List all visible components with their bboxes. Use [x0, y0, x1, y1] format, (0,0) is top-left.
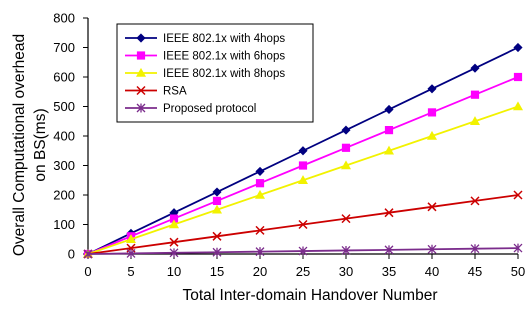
- y-axis-title-line-2: on BS(ms): [32, 108, 49, 181]
- data-point: [427, 244, 437, 254]
- data-point: [470, 90, 480, 99]
- data-point: [255, 179, 265, 188]
- y-tick-label: 100: [53, 217, 75, 232]
- data-point: [298, 161, 308, 170]
- data-point: [384, 126, 394, 135]
- x-tick-label: 15: [210, 264, 224, 279]
- data-point: [513, 42, 523, 53]
- data-point: [513, 243, 523, 253]
- data-point: [298, 146, 308, 156]
- x-tick-label: 40: [425, 264, 439, 279]
- data-point: [297, 175, 309, 185]
- legend-entry: IEEE 802.1x with 8hops: [125, 67, 285, 80]
- data-point: [168, 219, 180, 229]
- series-layer: [82, 42, 524, 259]
- x-tick-label: 25: [296, 264, 310, 279]
- data-point: [470, 244, 480, 254]
- legend-entry: RSA: [125, 86, 187, 98]
- x-axis-title: Total Inter-domain Handover Number: [182, 287, 437, 304]
- data-point: [255, 225, 265, 235]
- legend: IEEE 802.1x with 4hops IEEE 802.1x with 6…: [116, 23, 314, 123]
- legend-swatch-marker: [136, 33, 146, 43]
- data-point: [384, 208, 394, 218]
- data-point: [383, 145, 395, 155]
- data-point: [212, 247, 222, 257]
- y-tick-label: 700: [53, 40, 75, 55]
- y-tick-label: 800: [53, 11, 75, 26]
- data-point: [513, 72, 523, 82]
- legend-entry: Proposed protocol: [125, 103, 256, 115]
- y-tick-label: 200: [53, 188, 75, 203]
- data-point: [341, 125, 351, 135]
- y-tick-label: 0: [68, 247, 75, 262]
- x-tick-label: 35: [382, 264, 396, 279]
- data-point: [470, 63, 480, 73]
- legend-label: IEEE 802.1x with 6hops: [163, 51, 285, 63]
- legend-swatch-marker: [136, 85, 146, 96]
- data-point: [341, 245, 351, 255]
- data-point: [298, 219, 308, 230]
- data-point: [83, 249, 93, 259]
- legend-swatch-marker: [135, 67, 147, 77]
- data-point: [427, 202, 437, 212]
- data-point: [212, 196, 222, 206]
- x-tick-label: 0: [84, 264, 91, 279]
- series-4: [83, 190, 523, 259]
- data-point: [126, 248, 136, 258]
- data-point: [512, 101, 524, 111]
- y-tick-label: 500: [53, 99, 75, 114]
- legend-label: IEEE 802.1x with 4hops: [163, 33, 285, 45]
- legend-label: RSA: [163, 86, 187, 98]
- x-tick-label: 5: [127, 264, 134, 279]
- data-point: [426, 130, 438, 140]
- legend-swatch-marker: [136, 51, 146, 60]
- data-point: [254, 189, 266, 199]
- x-tick-label: 50: [511, 264, 525, 279]
- data-point: [470, 196, 480, 206]
- data-point: [298, 246, 308, 256]
- data-point: [125, 234, 137, 244]
- data-point: [255, 247, 265, 257]
- data-point: [169, 248, 179, 258]
- data-point: [340, 160, 352, 170]
- data-point: [341, 143, 351, 152]
- data-point: [255, 166, 265, 176]
- series-3: [82, 101, 524, 258]
- y-tick-label: 400: [53, 129, 75, 144]
- legend-swatch-marker: [136, 103, 146, 113]
- data-point: [469, 116, 481, 126]
- data-point: [341, 214, 351, 224]
- y-tick-label: 600: [53, 70, 75, 85]
- legend-label: IEEE 802.1x with 8hops: [163, 68, 285, 80]
- data-point: [212, 187, 222, 197]
- y-tick-label: 300: [53, 158, 75, 173]
- legend-entry: IEEE 802.1x with 4hops: [125, 33, 285, 45]
- data-point: [211, 204, 223, 214]
- data-point: [169, 237, 179, 247]
- data-point: [384, 104, 394, 115]
- legend-label: Proposed protocol: [163, 103, 256, 115]
- x-tick-label: 45: [468, 264, 482, 279]
- data-point: [427, 108, 437, 117]
- data-point: [384, 245, 394, 255]
- data-point: [427, 84, 437, 94]
- legend-entry: IEEE 802.1x with 6hops: [125, 51, 285, 63]
- x-tick-label: 20: [253, 264, 267, 279]
- y-axis-title-line-1: Overall Computational overhead: [11, 34, 28, 256]
- x-tick-label: 10: [167, 264, 181, 279]
- data-point: [513, 190, 523, 200]
- data-point: [212, 231, 222, 241]
- series-5: [83, 243, 523, 259]
- x-tick-label: 30: [339, 264, 353, 279]
